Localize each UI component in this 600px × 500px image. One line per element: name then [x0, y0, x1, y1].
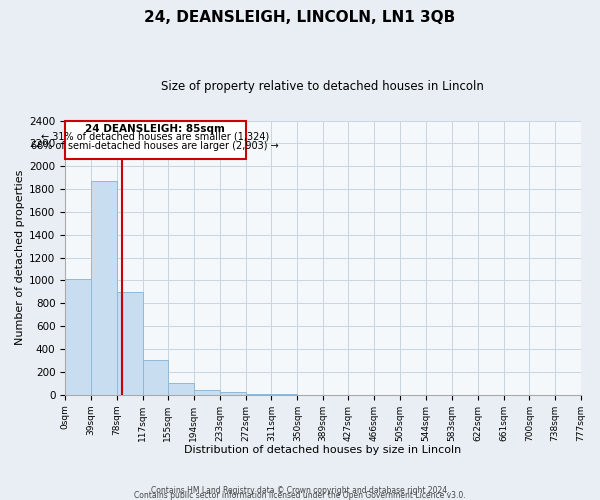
Text: 24, DEANSLEIGH, LINCOLN, LN1 3QB: 24, DEANSLEIGH, LINCOLN, LN1 3QB [145, 10, 455, 25]
Bar [91, 181, 117, 394]
Text: ← 31% of detached houses are smaller (1,324): ← 31% of detached houses are smaller (1,… [41, 132, 269, 142]
Text: Contains public sector information licensed under the Open Government Licence v3: Contains public sector information licen… [134, 490, 466, 500]
Bar [117, 292, 143, 394]
Bar [65, 280, 91, 394]
Text: Contains HM Land Registry data © Crown copyright and database right 2024.: Contains HM Land Registry data © Crown c… [151, 486, 449, 495]
Bar [220, 392, 245, 394]
Bar [194, 390, 220, 394]
Text: 68% of semi-detached houses are larger (2,903) →: 68% of semi-detached houses are larger (… [31, 140, 279, 150]
X-axis label: Distribution of detached houses by size in Lincoln: Distribution of detached houses by size … [184, 445, 461, 455]
Title: Size of property relative to detached houses in Lincoln: Size of property relative to detached ho… [161, 80, 484, 93]
Text: 24 DEANSLEIGH: 85sqm: 24 DEANSLEIGH: 85sqm [85, 124, 225, 134]
FancyBboxPatch shape [65, 120, 245, 160]
Bar [168, 384, 194, 394]
Y-axis label: Number of detached properties: Number of detached properties [15, 170, 25, 346]
Bar [143, 360, 168, 394]
